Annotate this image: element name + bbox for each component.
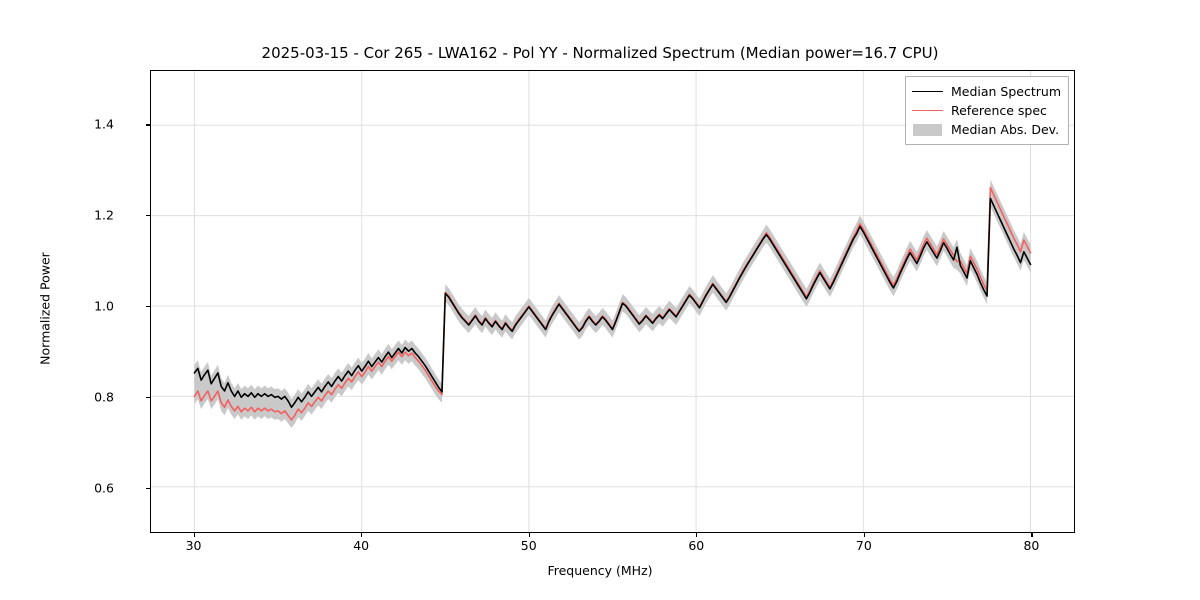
x-axis-tick-mark xyxy=(193,533,195,537)
x-axis-tick-mark xyxy=(1031,533,1033,537)
legend-box: Median Spectrum Reference spec Median Ab… xyxy=(904,76,1069,145)
x-axis-tick-mark xyxy=(528,533,530,537)
x-axis-tick-mark xyxy=(696,533,698,537)
x-axis-tick-label: 40 xyxy=(353,538,370,553)
y-axis-tick-label: 1.4 xyxy=(94,116,114,132)
y-axis-tick-mark xyxy=(146,215,150,217)
y-axis-tick-mark xyxy=(146,487,150,489)
y-axis-tick-mark xyxy=(146,396,150,398)
legend-item-reference-spec: Reference spec xyxy=(911,101,1061,120)
x-axis-tick-label: 60 xyxy=(688,538,705,553)
y-axis-tick-label: 1.0 xyxy=(94,298,114,314)
legend-label: Median Spectrum xyxy=(950,84,1061,99)
x-axis-tick-label: 50 xyxy=(520,538,537,553)
legend-swatch-line-icon xyxy=(911,90,943,93)
median-spectrum-path xyxy=(193,197,1032,409)
x-axis-tick-mark xyxy=(361,533,363,537)
y-axis-label: Normalized Power xyxy=(37,252,53,365)
chart-title: 2025-03-15 - Cor 265 - LWA162 - Pol YY -… xyxy=(261,44,939,62)
legend-swatch-line-icon xyxy=(911,109,943,112)
legend-swatch-patch-icon xyxy=(912,123,943,136)
mad-band xyxy=(194,179,1031,429)
y-axis-tick-label: 0.8 xyxy=(94,389,114,405)
x-axis-tick-mark xyxy=(863,533,865,537)
legend-item-median-abs-dev: Median Abs. Dev. xyxy=(912,120,1061,139)
x-axis-tick-label: 30 xyxy=(185,538,202,553)
y-axis-tick-label: 0.6 xyxy=(94,480,114,496)
x-axis-label: Frequency (MHz) xyxy=(547,563,653,578)
plot-area: Median Spectrum Reference spec Median Ab… xyxy=(150,70,1075,533)
y-axis-tick-label: 1.2 xyxy=(94,207,114,223)
x-axis-tick-label: 70 xyxy=(855,538,872,553)
legend-item-median-spectrum: Median Spectrum xyxy=(911,82,1061,101)
mad-band-area xyxy=(194,179,1031,429)
median-spectrum-line xyxy=(193,197,1032,409)
legend-label: Reference spec xyxy=(950,103,1047,118)
x-axis-tick-label: 80 xyxy=(1023,538,1040,553)
y-axis-tick-mark xyxy=(146,124,150,126)
spectrum-plot-svg xyxy=(151,71,1074,532)
legend-label: Median Abs. Dev. xyxy=(950,122,1060,137)
y-axis-tick-mark xyxy=(146,306,150,308)
